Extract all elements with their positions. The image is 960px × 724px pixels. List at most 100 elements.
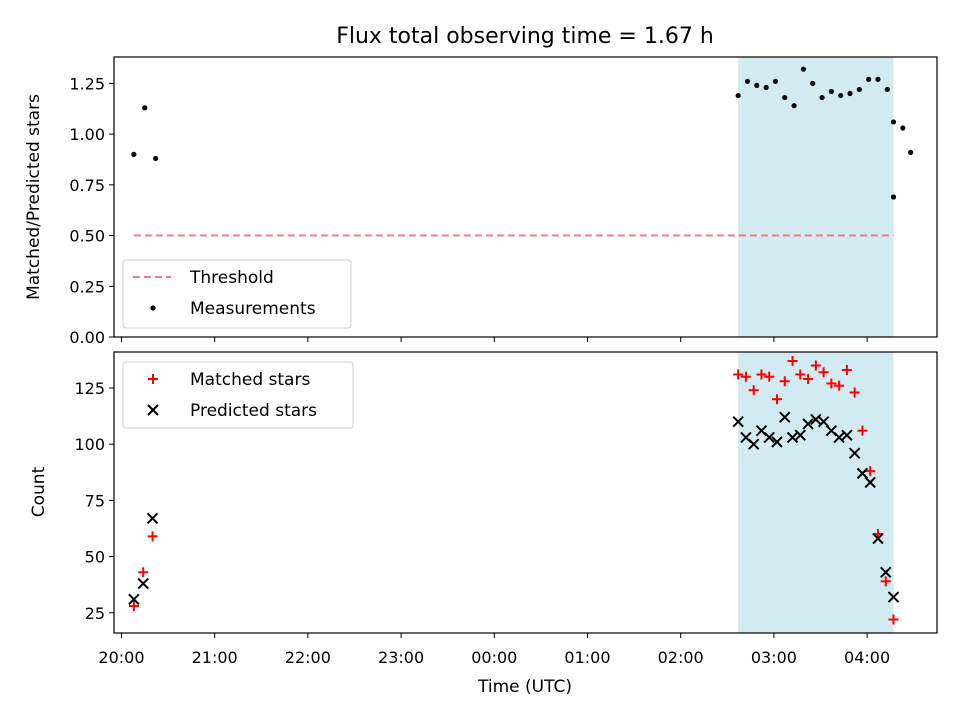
marker-stroke bbox=[864, 476, 876, 489]
x-tick-label: 04:00 bbox=[844, 648, 890, 667]
predicted-star-point bbox=[786, 431, 799, 444]
measurement-point bbox=[907, 149, 914, 155]
marker-stroke bbox=[856, 467, 869, 480]
matched-star-point bbox=[818, 367, 829, 378]
axes-frame bbox=[113, 56, 938, 338]
measurement-point bbox=[856, 86, 862, 93]
predicted-star-point bbox=[864, 476, 876, 489]
measurement-point bbox=[131, 151, 137, 157]
bottom-y-axis-label: Count bbox=[29, 466, 49, 517]
measurement-point bbox=[754, 82, 760, 89]
x-tick-label: 21:00 bbox=[192, 648, 238, 667]
bottom-panel: Count Time (UTC) 25 50 75 100 125 20:00 21:00 2… bbox=[29, 351, 938, 697]
predicted-star-point bbox=[146, 512, 159, 525]
marker-stroke bbox=[779, 411, 791, 423]
measurement-point bbox=[782, 94, 788, 101]
legend: Threshold Measurements bbox=[122, 259, 352, 329]
matched-star-point bbox=[795, 369, 806, 380]
matched-star-point bbox=[756, 369, 767, 380]
matched-star-point bbox=[834, 380, 845, 391]
predicted-star-point bbox=[128, 593, 140, 605]
measurement-point bbox=[828, 88, 834, 95]
predicted-star-point bbox=[802, 418, 814, 430]
predicted-star-point bbox=[833, 431, 845, 444]
legend-label: Matched stars bbox=[190, 370, 310, 390]
x-tick-label: 02:00 bbox=[658, 648, 704, 667]
legend-box bbox=[122, 361, 354, 429]
y-tick-label: 0.25 bbox=[69, 277, 105, 296]
predicted-star-point bbox=[848, 447, 861, 459]
matched-star-point bbox=[841, 364, 852, 375]
measurement-point bbox=[810, 80, 816, 86]
chart-title: Flux total observing time = 1.67 h bbox=[336, 24, 714, 49]
y-tick-label: 0.00 bbox=[69, 328, 105, 347]
x-tick-label: 03:00 bbox=[751, 648, 797, 667]
legend-predicted-swatch bbox=[147, 404, 159, 416]
marker-stroke bbox=[880, 566, 892, 579]
marker-stroke bbox=[848, 447, 861, 459]
legend-label: Threshold bbox=[189, 268, 274, 288]
measurement-point bbox=[800, 66, 807, 72]
marker-stroke bbox=[786, 431, 799, 444]
measurement-point bbox=[847, 90, 853, 97]
axes-frame bbox=[113, 351, 938, 634]
top-panel: Flux total observing time = 1.67 h Match… bbox=[24, 24, 938, 347]
predicted-star-point bbox=[856, 467, 869, 480]
marker-stroke bbox=[771, 436, 783, 448]
matched-star-point bbox=[849, 387, 860, 398]
legend-measurement-swatch bbox=[150, 305, 156, 311]
matched-star-point bbox=[138, 567, 149, 578]
measurement-point bbox=[890, 194, 897, 200]
x-tick-label: 00:00 bbox=[471, 648, 517, 667]
y-tick-label: 100 bbox=[74, 435, 105, 454]
matched-star-point bbox=[810, 360, 821, 371]
measurement-point bbox=[744, 78, 751, 84]
matched-star-point bbox=[740, 371, 751, 382]
x-tick-label: 22:00 bbox=[285, 648, 331, 667]
measurement-point bbox=[142, 105, 148, 111]
matched-star-point bbox=[826, 378, 837, 389]
predicted-star-point bbox=[817, 415, 830, 428]
matched-star-point bbox=[764, 371, 775, 382]
predicted-star-point bbox=[872, 532, 884, 545]
measurement-point bbox=[838, 92, 844, 99]
legend-label: Predicted stars bbox=[190, 401, 317, 421]
measurement-point bbox=[763, 84, 769, 91]
marker-stroke bbox=[763, 431, 775, 444]
measurement-point bbox=[791, 103, 797, 109]
marker-stroke bbox=[810, 413, 822, 426]
measurement-point bbox=[735, 92, 741, 99]
matched-star-point bbox=[880, 576, 891, 587]
predicted-star-point bbox=[732, 415, 744, 428]
matched-star-point bbox=[787, 355, 798, 366]
y-tick-label: 25 bbox=[85, 604, 105, 623]
marker-stroke bbox=[146, 512, 159, 525]
y-tick-label: 0.75 bbox=[69, 176, 105, 195]
marker-stroke bbox=[747, 438, 760, 450]
predicted-star-point bbox=[137, 577, 149, 590]
marker-stroke bbox=[794, 429, 807, 441]
y-tick-label: 1.25 bbox=[69, 74, 105, 93]
measurement-point bbox=[900, 125, 906, 131]
marker-stroke bbox=[740, 431, 752, 444]
x-tick-label: 23:00 bbox=[378, 648, 424, 667]
predicted-star-point bbox=[794, 429, 807, 441]
matched-star-point bbox=[803, 373, 814, 384]
y-tick-label: 75 bbox=[85, 491, 105, 510]
marker-stroke bbox=[841, 429, 853, 441]
predicted-star-point bbox=[747, 438, 760, 450]
predicted-star-point bbox=[841, 429, 853, 441]
x-tick-label: 01:00 bbox=[564, 648, 610, 667]
x-axis-label: Time (UTC) bbox=[477, 677, 572, 697]
legend-box bbox=[122, 259, 352, 329]
matched-star-point bbox=[857, 425, 868, 436]
y-tick-label: 1.00 bbox=[69, 125, 105, 144]
marker-stroke bbox=[128, 593, 140, 605]
measurement-point bbox=[819, 94, 825, 101]
predicted-star-point bbox=[810, 413, 822, 426]
marker-stroke bbox=[833, 431, 845, 444]
marker-stroke bbox=[802, 418, 814, 430]
marker-stroke bbox=[732, 415, 744, 428]
matched-star-point bbox=[128, 601, 139, 612]
measurement-point bbox=[866, 76, 872, 82]
